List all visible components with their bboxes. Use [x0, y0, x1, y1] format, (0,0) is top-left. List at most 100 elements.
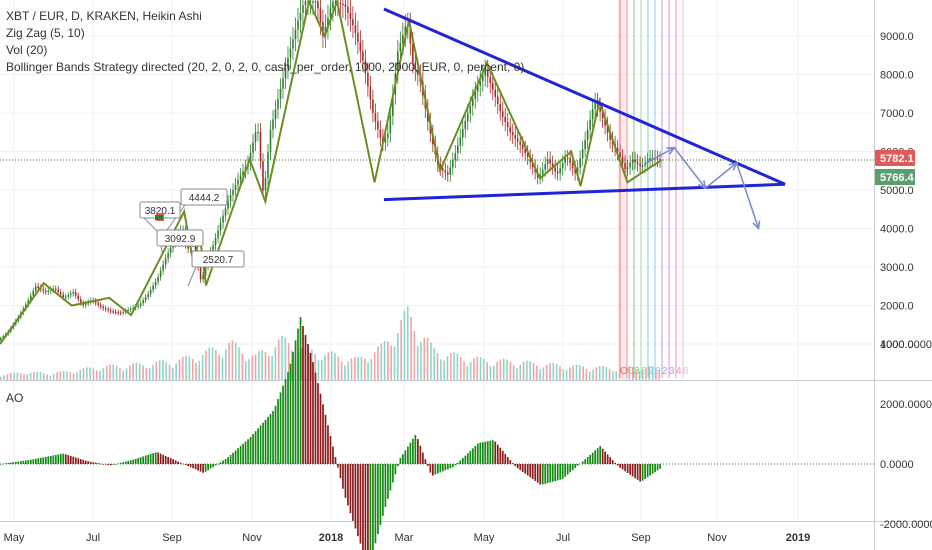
candle-body — [97, 302, 99, 305]
price-tick-label: 3000.0 — [880, 262, 914, 274]
candle-body — [476, 86, 479, 92]
candle-body — [34, 286, 37, 291]
legend-vol: Vol (20) — [6, 43, 48, 57]
ao-bar — [122, 462, 125, 464]
candle-body — [526, 153, 529, 158]
ao-bar — [397, 464, 399, 467]
ao-bar — [377, 464, 379, 535]
ao-bar — [489, 440, 492, 464]
ao-bar — [212, 464, 214, 467]
ao-bar — [526, 464, 529, 476]
volume-bar — [605, 367, 608, 380]
ao-bar — [511, 463, 514, 464]
candle-body — [322, 22, 324, 36]
volume-bar — [651, 366, 654, 380]
ao-bar — [621, 464, 624, 470]
volume-bar — [218, 354, 220, 380]
volume-bar — [588, 371, 591, 380]
ao-bar — [47, 456, 50, 464]
ao-bar — [449, 464, 452, 469]
candle-body — [257, 131, 259, 134]
callout-label: 2520.7 — [203, 255, 234, 266]
candle-body — [474, 91, 477, 99]
volume-bar — [536, 365, 538, 380]
volume-bar — [317, 360, 320, 380]
candle-body — [57, 289, 60, 293]
candle-body — [656, 158, 659, 160]
volume-bar — [188, 356, 191, 380]
ao-bar — [37, 458, 40, 464]
volume-bar — [572, 365, 575, 380]
ao-bar — [92, 462, 95, 464]
ao-bar — [109, 464, 112, 466]
volume-bar — [254, 354, 257, 380]
volume-bar — [3, 375, 5, 380]
candle-body — [112, 311, 114, 313]
volume-bar — [62, 370, 65, 380]
ao-bar — [471, 448, 474, 464]
volume-bar — [281, 335, 283, 380]
ao-bar — [402, 454, 404, 464]
ao-bar — [656, 464, 659, 471]
ao-bar — [127, 460, 130, 464]
ao-bar — [117, 463, 120, 465]
ao-bar — [232, 452, 234, 464]
ao-bar — [202, 464, 204, 473]
ao-bar — [97, 463, 100, 464]
volume-bar — [291, 350, 293, 380]
candle-body — [59, 292, 62, 295]
ao-bar — [4, 463, 7, 464]
ao-bar — [419, 445, 422, 464]
ao-bar — [367, 464, 369, 550]
ao-bar — [466, 453, 469, 464]
candle-body — [0, 338, 2, 341]
candle-body — [357, 32, 359, 43]
candle-body — [449, 167, 452, 175]
price-tag-bg — [875, 169, 915, 185]
candle-body — [639, 163, 641, 166]
volume-bar — [258, 351, 260, 380]
volume-bar — [363, 358, 366, 380]
candle-body — [469, 106, 472, 114]
ao-bar — [349, 464, 352, 514]
volume-bar — [251, 355, 254, 380]
ao-bar — [564, 464, 567, 477]
legend-title: XBT / EUR, D, KRAKEN, Heikin Ashi — [6, 9, 202, 23]
volume-bar — [602, 366, 604, 380]
ao-bar — [374, 464, 377, 544]
legend: XBT / EUR, D, KRAKEN, Heikin Ashi Zig Za… — [6, 8, 524, 76]
volume-bar — [489, 366, 492, 380]
time-tick-label: May — [4, 532, 25, 544]
ao-bar — [651, 464, 654, 474]
volume-bar — [198, 360, 201, 380]
ao-bar — [69, 455, 72, 464]
time-tick-label: May — [474, 532, 495, 544]
candle-body — [559, 168, 561, 174]
candle-body — [262, 161, 264, 191]
ao-bar — [354, 464, 357, 529]
volume-bar — [476, 356, 479, 380]
candle-body — [349, 12, 352, 20]
volume-bar — [569, 367, 571, 380]
volume-bar — [43, 373, 45, 380]
ao-bar — [222, 460, 224, 464]
candle-body — [157, 277, 159, 282]
ao-bar — [594, 450, 597, 464]
ao-bar — [389, 464, 392, 491]
ao-bar — [189, 464, 192, 468]
candle-body — [539, 174, 541, 178]
ao-bar — [486, 441, 489, 464]
volume-bar — [542, 367, 545, 380]
ao-bar — [624, 464, 626, 472]
candle-body — [77, 295, 80, 300]
volume-bar — [509, 361, 512, 380]
volume-bar — [383, 341, 386, 380]
candle-body — [574, 168, 576, 174]
volume-bar — [562, 369, 565, 380]
candle-body — [519, 141, 522, 145]
ao-bar — [379, 464, 382, 525]
ao-bar — [254, 431, 257, 464]
ao-bar — [32, 459, 35, 464]
volume-bar — [595, 367, 598, 380]
